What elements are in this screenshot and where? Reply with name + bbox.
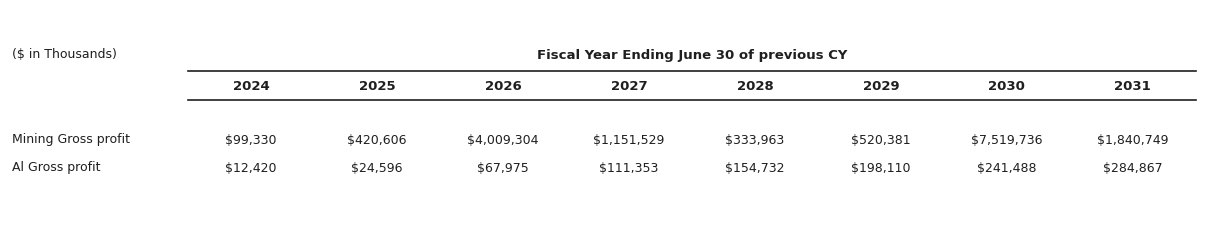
Text: 2027: 2027 bbox=[611, 80, 647, 93]
Text: $67,975: $67,975 bbox=[477, 161, 529, 174]
Text: $520,381: $520,381 bbox=[851, 133, 910, 146]
Text: 2026: 2026 bbox=[484, 80, 522, 93]
Text: $24,596: $24,596 bbox=[351, 161, 403, 174]
Text: $111,353: $111,353 bbox=[600, 161, 659, 174]
Text: 2025: 2025 bbox=[359, 80, 396, 93]
Text: $99,330: $99,330 bbox=[226, 133, 277, 146]
Text: 2031: 2031 bbox=[1114, 80, 1151, 93]
Text: $241,488: $241,488 bbox=[977, 161, 1037, 174]
Text: ($ in Thousands): ($ in Thousands) bbox=[12, 48, 117, 61]
Text: $284,867: $284,867 bbox=[1104, 161, 1163, 174]
Text: $154,732: $154,732 bbox=[725, 161, 784, 174]
Text: 2024: 2024 bbox=[233, 80, 270, 93]
Text: Mining Gross profit: Mining Gross profit bbox=[12, 133, 130, 146]
Text: $198,110: $198,110 bbox=[851, 161, 910, 174]
Text: Al Gross profit: Al Gross profit bbox=[12, 161, 101, 174]
Text: Fiscal Year Ending June 30 of previous CY: Fiscal Year Ending June 30 of previous C… bbox=[537, 48, 847, 61]
Text: $333,963: $333,963 bbox=[725, 133, 784, 146]
Text: $4,009,304: $4,009,304 bbox=[467, 133, 539, 146]
Text: $7,519,736: $7,519,736 bbox=[971, 133, 1043, 146]
Text: 2030: 2030 bbox=[988, 80, 1026, 93]
Text: 2029: 2029 bbox=[863, 80, 900, 93]
Text: 2028: 2028 bbox=[737, 80, 773, 93]
Text: $1,840,749: $1,840,749 bbox=[1097, 133, 1169, 146]
Text: $12,420: $12,420 bbox=[226, 161, 277, 174]
Text: $420,606: $420,606 bbox=[347, 133, 407, 146]
Text: $1,151,529: $1,151,529 bbox=[594, 133, 665, 146]
